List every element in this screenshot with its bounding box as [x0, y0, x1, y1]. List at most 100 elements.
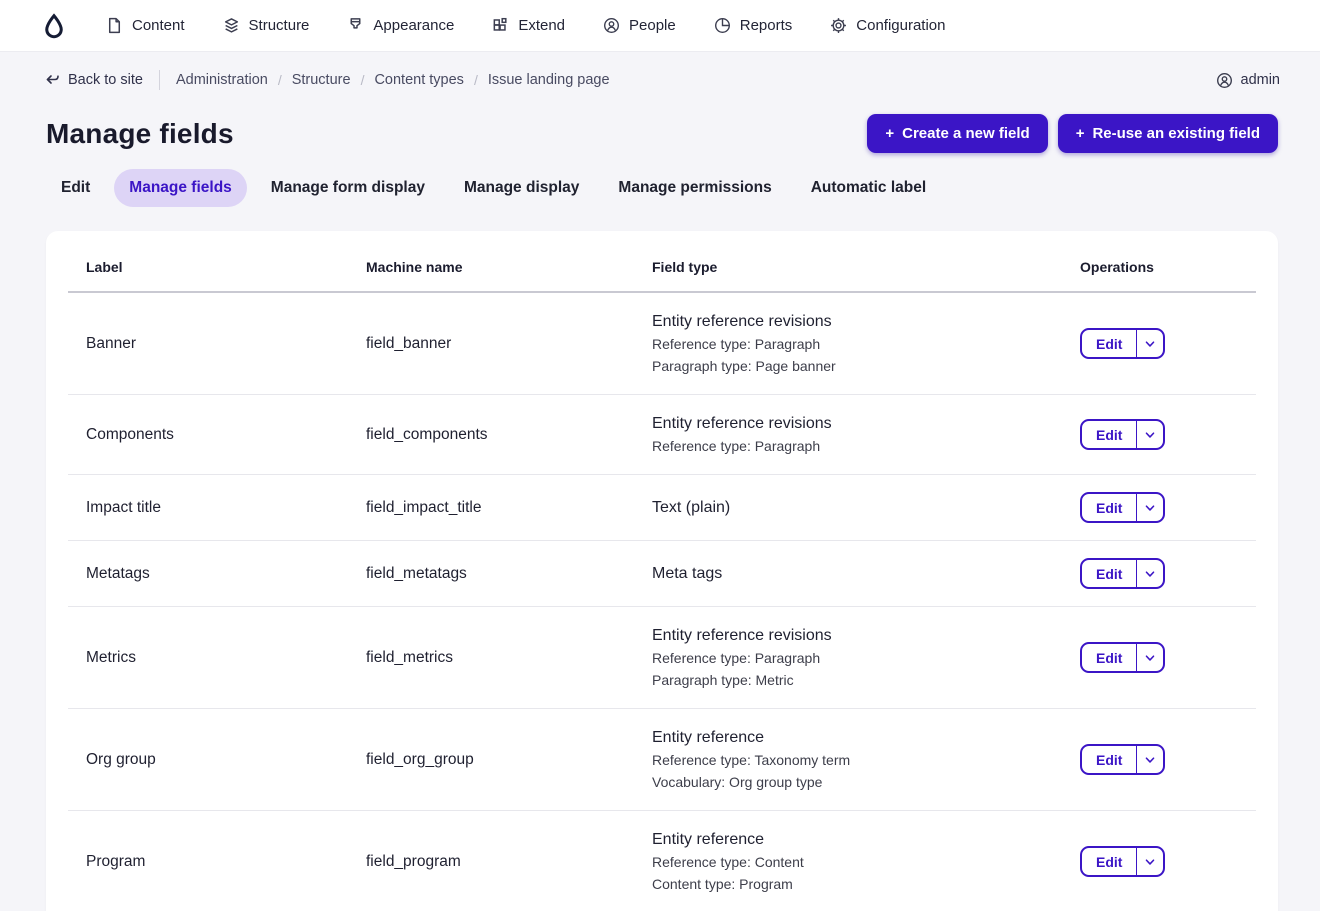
tab-edit[interactable]: Edit	[46, 169, 105, 207]
edit-button[interactable]: Edit	[1082, 848, 1136, 875]
field-label-cell: Metrics	[68, 606, 348, 709]
fields-table-card: Label Machine name Field type Operations…	[46, 231, 1278, 911]
nav-item-appearance[interactable]: Appearance	[347, 17, 454, 34]
operations-cell: Edit	[1062, 606, 1256, 709]
nav-item-configuration[interactable]: Configuration	[830, 17, 946, 34]
tab-manage-display[interactable]: Manage display	[449, 169, 594, 207]
breadcrumb-issue-landing-page[interactable]: Issue landing page	[487, 72, 610, 88]
back-to-site-label: Back to site	[68, 72, 143, 88]
field-type-cell: Entity reference revisions Reference typ…	[634, 394, 1062, 475]
field-label-cell: Banner	[86, 334, 136, 352]
field-machine-cell: field_components	[348, 394, 634, 475]
edit-button[interactable]: Edit	[1082, 494, 1136, 521]
edit-dropdown-toggle[interactable]	[1136, 848, 1163, 875]
breadcrumb-structure[interactable]: Structure	[291, 72, 351, 88]
field-type-name: Entity reference revisions	[652, 415, 832, 432]
field-type-detail: Reference type: Paragraph	[652, 650, 821, 666]
field-type-cell: Entity reference Reference type: Content…	[634, 810, 1062, 911]
field-label-cell: Org group	[68, 708, 348, 811]
reuse-existing-field-button[interactable]: + Re-use an existing field	[1057, 114, 1278, 153]
table-row: Metatags field_metatags Meta tags Edit	[68, 540, 1256, 607]
field-label-cell: Program	[68, 810, 348, 911]
field-type-detail: Reference type: Content	[652, 854, 804, 870]
field-label-cell: Components	[68, 394, 348, 475]
field-type-name: Entity reference revisions	[652, 313, 832, 330]
field-label-cell: Metatags	[68, 540, 348, 607]
edit-dropdown-toggle[interactable]	[1136, 494, 1163, 521]
field-type-name: Entity reference revisions	[652, 627, 832, 644]
chevron-down-icon	[1143, 501, 1157, 515]
field-type-name: Text (plain)	[652, 499, 731, 516]
nav-item-people[interactable]: People	[603, 17, 676, 34]
field-type-cell: Entity reference revisions Reference typ…	[634, 292, 1062, 395]
tab-manage-form-display[interactable]: Manage form display	[256, 169, 440, 207]
edit-split-button: Edit	[1080, 328, 1166, 359]
edit-button[interactable]: Edit	[1082, 560, 1136, 587]
edit-button[interactable]: Edit	[1082, 746, 1136, 773]
operations-cell: Edit	[1062, 540, 1256, 607]
nav-item-extend[interactable]: Extend	[492, 17, 565, 34]
tab-manage-fields[interactable]: Manage fields	[114, 169, 247, 207]
chevron-down-icon	[1143, 753, 1157, 767]
action-button-label: Create a new field	[902, 125, 1030, 142]
breadcrumb-administration[interactable]: Administration	[175, 72, 268, 88]
breadcrumb-separator: /	[277, 72, 282, 88]
nav-item-label: Structure	[248, 17, 310, 34]
column-header-label: Label	[68, 231, 348, 293]
field-machine-cell: field_metatags	[348, 540, 634, 607]
breadcrumb-separator: /	[473, 72, 478, 88]
field-type-detail: Reference type: Paragraph	[652, 438, 821, 454]
create-new-field-button[interactable]: + Create a new field	[867, 114, 1048, 153]
field-type-name: Meta tags	[652, 565, 723, 582]
operations-cell: Edit	[1062, 708, 1256, 811]
edit-dropdown-toggle[interactable]	[1136, 560, 1163, 587]
nav-item-label: Extend	[518, 17, 566, 34]
field-machine-cell: field_banner	[366, 334, 452, 352]
layers-icon	[223, 17, 240, 34]
tab-manage-permissions[interactable]: Manage permissions	[603, 169, 786, 207]
nav-item-label: Configuration	[856, 17, 946, 34]
field-type-cell: Text (plain)	[634, 474, 1062, 541]
field-machine-cell: field_program	[348, 810, 634, 911]
edit-button[interactable]: Edit	[1082, 644, 1136, 671]
nav-item-label: Reports	[739, 17, 793, 34]
back-to-site-link[interactable]: Back to site	[44, 72, 143, 88]
table-header-row: Label Machine name Field type Operations	[68, 231, 1256, 293]
edit-button[interactable]: Edit	[1082, 330, 1136, 357]
edit-button[interactable]: Edit	[1082, 421, 1136, 448]
column-header-field-type: Field type	[634, 231, 1062, 293]
field-type-detail: Reference type: Taxonomy term	[652, 752, 851, 768]
action-button-label: Re-use an existing field	[1092, 125, 1260, 142]
edit-dropdown-toggle[interactable]	[1136, 330, 1163, 357]
nav-item-label: Content	[132, 17, 185, 34]
operations-cell: Edit	[1062, 810, 1256, 911]
drupal-logo-icon[interactable]	[40, 12, 68, 40]
page-actions: + Create a new field + Re-use an existin…	[867, 114, 1278, 153]
breadcrumb-bar: Back to site Administration / Structure …	[0, 52, 1320, 104]
field-machine-cell: field_impact_title	[348, 474, 634, 541]
edit-dropdown-toggle[interactable]	[1136, 421, 1163, 448]
user-menu[interactable]: admin	[1216, 72, 1280, 89]
table-row: Impact title field_impact_title Text (pl…	[68, 474, 1256, 541]
field-machine-cell: field_metrics	[348, 606, 634, 709]
edit-split-button: Edit	[1080, 492, 1166, 523]
admin-menu: Content Structure Appearance Ext	[106, 17, 946, 34]
breadcrumb-separator: /	[360, 72, 365, 88]
modules-icon	[492, 17, 509, 34]
edit-dropdown-toggle[interactable]	[1136, 644, 1163, 671]
field-type-name: Entity reference	[652, 729, 765, 746]
field-type-detail: Paragraph type: Metric	[652, 672, 794, 688]
edit-split-button: Edit	[1080, 846, 1166, 877]
field-type-detail: Content type: Program	[652, 876, 793, 892]
field-type-cell: Meta tags	[634, 540, 1062, 607]
edit-dropdown-toggle[interactable]	[1136, 746, 1163, 773]
table-row: Org group field_org_group Entity referen…	[68, 708, 1256, 811]
chevron-down-icon	[1143, 855, 1157, 869]
breadcrumb-content-types[interactable]: Content types	[374, 72, 464, 88]
nav-item-content[interactable]: Content	[106, 17, 185, 34]
nav-item-reports[interactable]: Reports	[714, 17, 793, 34]
field-type-name: Entity reference	[652, 831, 765, 848]
chevron-down-icon	[1143, 337, 1157, 351]
tab-automatic-label[interactable]: Automatic label	[796, 169, 941, 207]
nav-item-structure[interactable]: Structure	[223, 17, 310, 34]
